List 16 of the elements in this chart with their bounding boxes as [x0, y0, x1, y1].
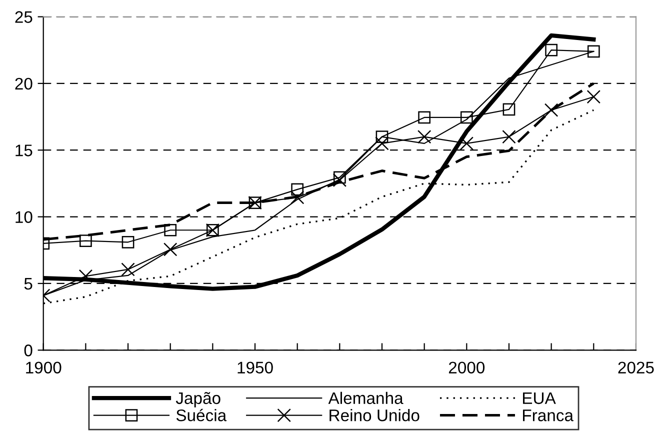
y-tick-label: 20 [15, 78, 32, 90]
x-tick-label: 1950 [238, 362, 273, 374]
legend-label: Suécia [176, 408, 227, 422]
legend-label: EUA [523, 392, 556, 404]
x-tick-label: 1900 [26, 362, 62, 374]
legend-label: Alemanha [328, 392, 404, 404]
y-tick-label: 10 [16, 211, 32, 223]
y-tick-label: 0 [24, 344, 32, 356]
legend-label: Japão [176, 392, 220, 408]
legend-label: Reino Unido [330, 409, 420, 422]
y-tick-label: 15 [16, 144, 32, 156]
y-tick-label: 25 [15, 11, 32, 23]
legend-label: Franca [523, 410, 574, 422]
y-tick-label: 5 [24, 278, 32, 290]
x-tick-label: 2025 [618, 362, 654, 374]
x-tick-label: 2000 [448, 362, 485, 374]
